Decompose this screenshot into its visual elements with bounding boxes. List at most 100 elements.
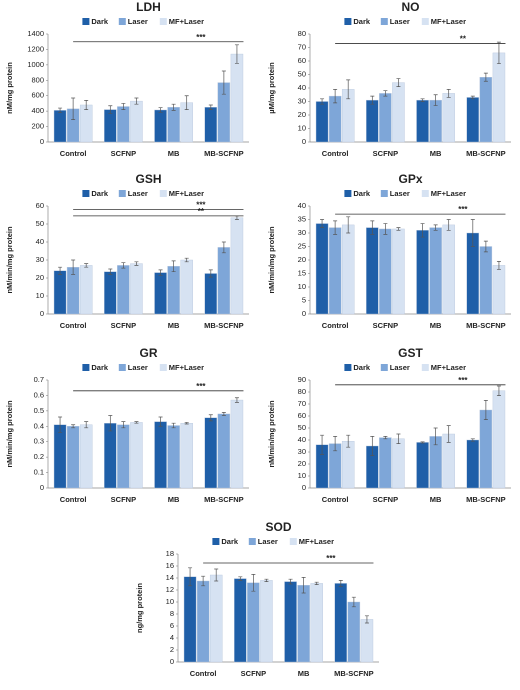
y-axis-label: nM/min/mg protein xyxy=(267,400,276,467)
y-tick-label: 14 xyxy=(166,573,174,582)
error-bar xyxy=(58,266,63,275)
y-tick-label: 0 xyxy=(302,483,306,492)
error-bar xyxy=(108,268,113,275)
bar xyxy=(479,76,493,143)
y-tick-label: 50 xyxy=(298,423,306,432)
error-bar xyxy=(433,427,438,446)
legend-swatch xyxy=(421,364,429,371)
bar xyxy=(130,100,143,143)
error-bar xyxy=(84,99,89,110)
legend-swatch xyxy=(118,18,126,25)
legend-label: Dark xyxy=(353,17,371,26)
bar xyxy=(117,265,130,315)
x-tick-label: Control xyxy=(60,149,87,158)
bar xyxy=(180,259,193,315)
chart-title: GR xyxy=(140,346,158,360)
chart-title: GST xyxy=(398,346,423,360)
bar xyxy=(442,224,455,315)
x-tick-label: SCFNP xyxy=(111,321,136,330)
chart-panel: SOD Dark Laser MF+Laser ng/mg protein 0 2 4 6 8 10… xyxy=(135,520,379,678)
y-axis-label: nM/min/mg protein xyxy=(5,226,14,293)
bar xyxy=(230,217,244,315)
significance-label: *** xyxy=(196,201,206,210)
y-tick-label: 0.3 xyxy=(34,437,44,446)
significance-label: *** xyxy=(458,205,468,214)
y-tick-label: 1000 xyxy=(27,60,44,69)
y-tick-label: 0.4 xyxy=(34,421,44,430)
error-bar xyxy=(134,421,139,424)
bar xyxy=(183,576,197,663)
y-tick-label: 18 xyxy=(166,549,174,558)
y-tick-label: 0 xyxy=(302,137,306,146)
legend-swatch xyxy=(212,538,220,545)
error-bar xyxy=(71,97,76,120)
error-bar xyxy=(221,70,226,95)
bar xyxy=(154,421,167,489)
error-bar xyxy=(221,241,226,254)
error-bar xyxy=(188,567,193,587)
y-tick-label: 60 xyxy=(36,201,44,210)
error-bar xyxy=(71,424,76,429)
error-bar xyxy=(184,95,189,110)
y-tick-label: 60 xyxy=(298,56,306,65)
legend-swatch xyxy=(344,18,352,25)
error-bar xyxy=(496,261,501,270)
chart-panel: GST Dark Laser MF+Laser nM/min/mg protein 0 10… xyxy=(267,346,511,504)
bar xyxy=(79,265,93,315)
bar xyxy=(154,272,167,315)
legend-label: Dark xyxy=(353,363,371,372)
bar xyxy=(416,442,429,489)
error-bar xyxy=(121,103,126,110)
error-bar xyxy=(314,581,319,585)
y-tick-label: 40 xyxy=(298,435,306,444)
error-bar xyxy=(58,416,63,433)
error-bar xyxy=(201,575,206,587)
bar xyxy=(492,265,506,315)
error-bar xyxy=(383,90,388,97)
legend-swatch xyxy=(159,190,167,197)
bar xyxy=(196,580,210,663)
legend-swatch xyxy=(289,538,297,545)
legend-swatch xyxy=(159,364,167,371)
bar xyxy=(334,583,348,663)
bar xyxy=(53,270,67,315)
bar xyxy=(217,247,231,315)
significance-label: *** xyxy=(326,554,336,563)
significance-label: *** xyxy=(196,382,206,391)
y-tick-label: 800 xyxy=(31,75,44,84)
bar xyxy=(167,266,180,315)
bar xyxy=(392,82,405,143)
bar xyxy=(466,97,480,143)
legend-label: MF+Laser xyxy=(431,189,466,198)
bar xyxy=(180,422,193,489)
bar xyxy=(167,107,180,143)
error-bar xyxy=(446,89,451,98)
x-tick-label: Control xyxy=(190,669,217,678)
y-tick-label: 25 xyxy=(298,241,306,250)
error-bar xyxy=(320,98,325,105)
y-tick-label: 10 xyxy=(298,471,306,480)
error-bar xyxy=(496,41,501,65)
error-bar xyxy=(234,397,239,403)
chart-title: GSH xyxy=(135,172,161,186)
y-tick-label: 0.7 xyxy=(34,375,44,384)
bar xyxy=(104,109,117,143)
y-axis-label: nM/min/mg protein xyxy=(267,226,276,293)
bar xyxy=(209,574,223,663)
x-tick-label: MB-SCFNP xyxy=(204,321,244,330)
y-tick-label: 10 xyxy=(36,291,44,300)
y-tick-label: 6 xyxy=(170,621,174,630)
error-bar xyxy=(496,385,501,396)
bar xyxy=(416,99,429,143)
y-tick-label: 10 xyxy=(166,597,174,606)
error-bar xyxy=(364,615,369,624)
x-tick-label: MB-SCFNP xyxy=(334,669,374,678)
error-bar xyxy=(383,436,388,440)
bar xyxy=(379,228,392,315)
legend-swatch xyxy=(248,538,256,545)
legend-label: MF+Laser xyxy=(431,363,466,372)
x-tick-label: SCFNP xyxy=(373,495,398,504)
y-tick-label: 400 xyxy=(31,106,44,115)
x-tick-label: MB xyxy=(168,149,180,158)
error-bar xyxy=(333,89,338,104)
